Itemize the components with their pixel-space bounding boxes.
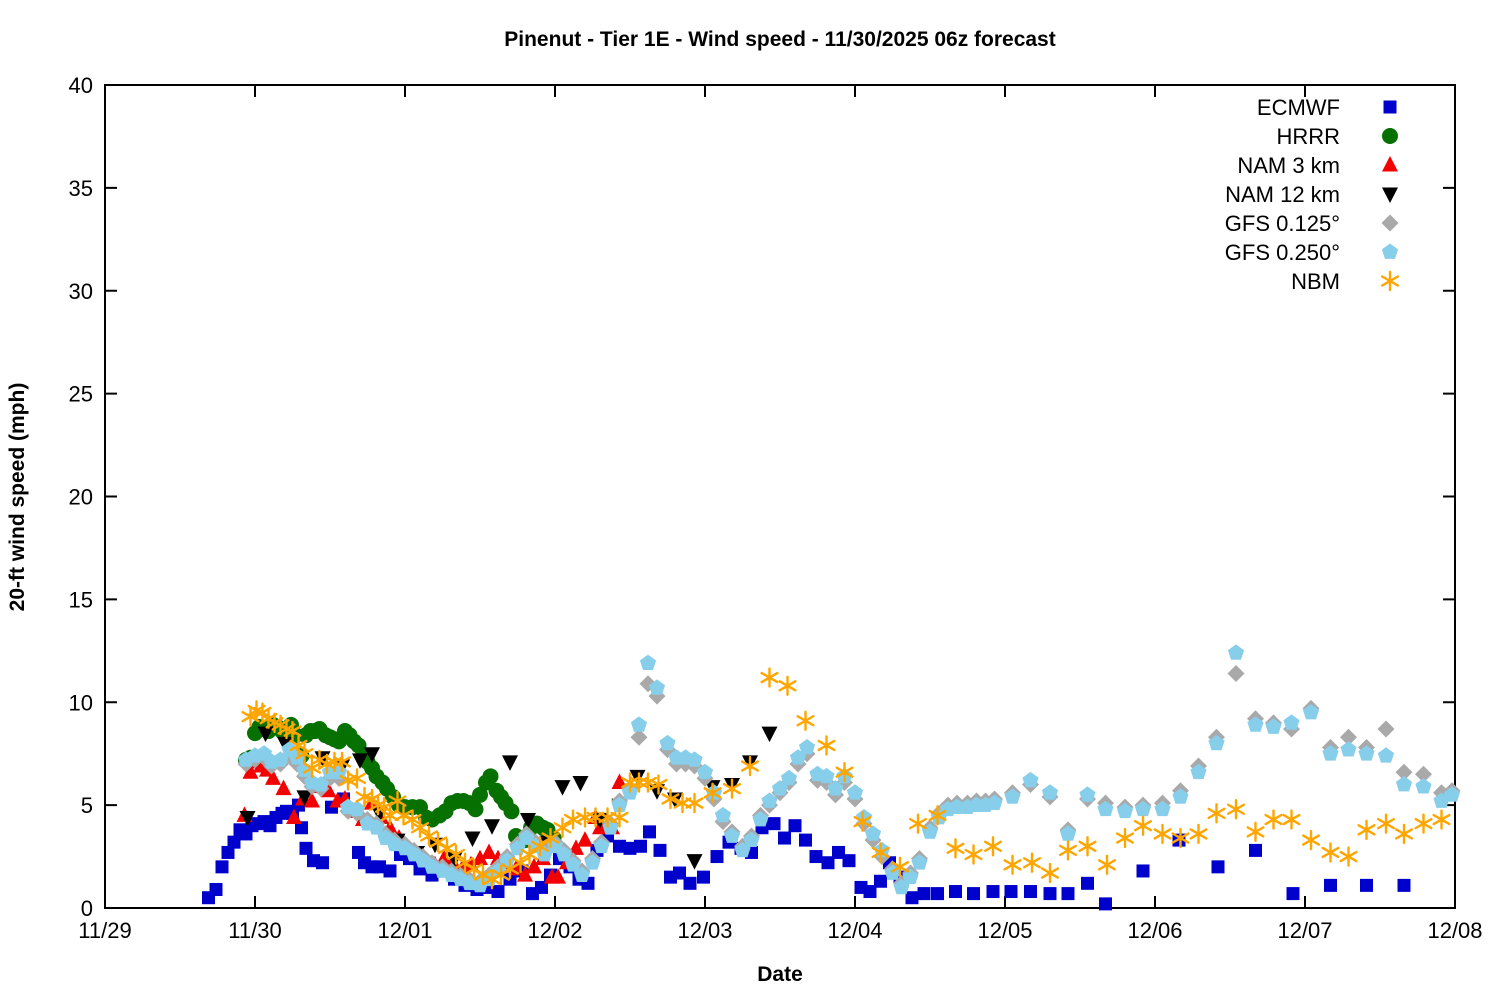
x-tick-label: 12/02 xyxy=(527,918,582,943)
legend-item-hrrr: HRRR xyxy=(1276,124,1398,149)
legend-item-gfs-0-125: GFS 0.125° xyxy=(1225,211,1399,236)
x-tick-label: 11/29 xyxy=(78,918,131,943)
x-tick-label: 12/08 xyxy=(1427,918,1482,943)
legend-label-gfs-0-125: GFS 0.125° xyxy=(1225,211,1340,236)
x-tick-label: 12/06 xyxy=(1127,918,1182,943)
y-tick-label: 10 xyxy=(69,690,93,715)
y-tick-label: 20 xyxy=(69,485,93,510)
y-tick-label: 0 xyxy=(81,896,93,921)
legend-label-ecmwf: ECMWF xyxy=(1257,95,1340,120)
y-axis-ticks: 0 5 10 15 20 25 30 35 40 xyxy=(69,73,93,921)
x-tick-label: 11/30 xyxy=(228,918,281,943)
legend: ECMWF HRRR NAM 3 km NAM 12 km GFS 0.125° GFS … xyxy=(1225,95,1400,294)
legend-label-nam-12-km: NAM 12 km xyxy=(1225,182,1340,207)
y-axis-label: 20-ft wind speed (mph) xyxy=(6,382,29,612)
y-tick-label: 15 xyxy=(69,587,93,612)
y-tick-label: 30 xyxy=(69,279,93,304)
x-axis-label: Date xyxy=(757,963,803,986)
legend-label-gfs-0-250: GFS 0.250° xyxy=(1225,240,1340,265)
series-nbm xyxy=(241,667,1451,890)
legend-item-ecmwf: ECMWF xyxy=(1257,95,1397,120)
y-tick-label: 40 xyxy=(69,73,93,98)
chart-title: Pinenut - Tier 1E - Wind speed - 11/30/2… xyxy=(504,28,1056,51)
legend-label-hrrr: HRRR xyxy=(1276,124,1340,149)
x-tick-label: 12/03 xyxy=(677,918,732,943)
legend-item-nbm: NBM xyxy=(1291,269,1400,294)
legend-label-nbm: NBM xyxy=(1291,269,1340,294)
x-tick-label: 12/04 xyxy=(827,918,882,943)
axes xyxy=(104,84,1456,909)
x-tick-label: 12/07 xyxy=(1277,918,1332,943)
x-tick-label: 12/05 xyxy=(977,918,1032,943)
legend-label-nam-3-km: NAM 3 km xyxy=(1237,153,1340,178)
legend-item-nam-3-km: NAM 3 km xyxy=(1237,153,1398,178)
x-axis-ticks: 11/29 11/30 12/01 12/02 12/03 12/04 12/05 12/06… xyxy=(78,918,1482,943)
legend-item-gfs-0-250: GFS 0.250° xyxy=(1225,240,1399,265)
y-tick-label: 25 xyxy=(69,382,93,407)
y-tick-label: 5 xyxy=(81,793,93,818)
legend-item-nam-12-km: NAM 12 km xyxy=(1225,182,1398,207)
y-tick-label: 35 xyxy=(69,176,93,201)
x-tick-label: 12/01 xyxy=(377,918,432,943)
